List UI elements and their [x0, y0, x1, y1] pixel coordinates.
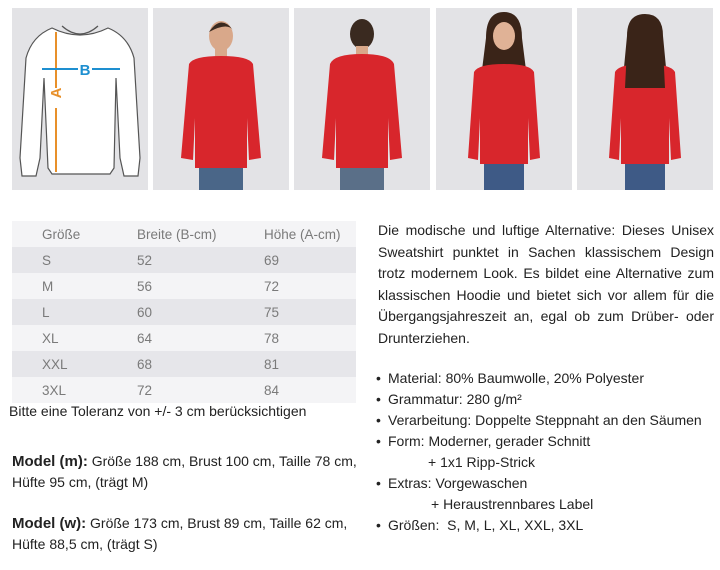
model-female-info: Model (w): Größe 173 cm, Brust 89 cm, Ta… — [12, 513, 362, 555]
cell-size: XL — [42, 330, 59, 346]
feature-item: • Extras: Vorgewaschen — [376, 475, 528, 491]
model-male-label: Model (m): — [12, 453, 88, 470]
feature-text: Größen: S, M, L, XL, XXL, 3XL — [388, 517, 584, 533]
table-row: S 52 69 — [12, 247, 356, 273]
header-height: Höhe (A-cm) — [264, 226, 341, 242]
table-row: XL 64 78 — [12, 325, 356, 351]
feature-text: Extras: Vorgewaschen — [388, 475, 528, 491]
header-width: Breite (B-cm) — [137, 226, 217, 242]
cell-width: 52 — [137, 252, 153, 268]
feature-text: + Heraustrennbares Label — [431, 496, 594, 512]
cell-height: 69 — [264, 252, 280, 268]
cell-height: 75 — [264, 304, 280, 320]
feature-item: • Größen: S, M, L, XL, XXL, 3XL — [376, 517, 584, 533]
feature-item: • Form: Moderner, gerader Schnitt — [376, 433, 591, 449]
feature-item-continuation: + 1x1 Ripp-Strick — [376, 452, 716, 473]
feature-text: Verarbeitung: Doppelte Steppnaht an den … — [388, 412, 702, 428]
description-text: Die modische und luftige Alternative: Di… — [378, 222, 714, 346]
feature-text: Material: 80% Baumwolle, 20% Polyester — [388, 370, 645, 386]
cell-width: 64 — [137, 330, 153, 346]
tolerance-note: Bitte eine Toleranz von +/- 3 cm berücks… — [9, 403, 307, 419]
model-female-line1: Größe 173 cm, Brust 89 cm, Taille 62 cm, — [90, 515, 348, 531]
feature-text: Grammatur: 280 g/m² — [388, 391, 522, 407]
cell-height: 78 — [264, 330, 280, 346]
table-row: L 60 75 — [12, 299, 356, 325]
photo-male-front — [153, 8, 289, 190]
model-male-info: Model (m): Größe 188 cm, Brust 100 cm, T… — [12, 451, 362, 493]
cell-size: S — [42, 252, 52, 268]
table-header: Größe Breite (B-cm) Höhe (A-cm) — [12, 221, 356, 247]
size-table: Größe Breite (B-cm) Höhe (A-cm) S 52 69 M 5… — [12, 221, 356, 403]
cell-size: L — [42, 304, 50, 320]
cell-size: XXL — [42, 356, 68, 372]
cell-width: 60 — [137, 304, 153, 320]
cell-size: M — [42, 278, 54, 294]
table-row: 3XL 72 84 — [12, 377, 356, 403]
table-row: XXL 68 81 — [12, 351, 356, 377]
feature-item: • Grammatur: 280 g/m² — [376, 391, 522, 407]
cell-width: 72 — [137, 382, 153, 398]
cell-height: 72 — [264, 278, 280, 294]
photo-female-back — [577, 8, 713, 190]
cell-size: 3XL — [42, 382, 67, 398]
cell-width: 68 — [137, 356, 153, 372]
cell-width: 56 — [137, 278, 153, 294]
size-diagram: B A — [12, 8, 148, 190]
model-female-label: Model (w): — [12, 515, 87, 532]
label-a: A — [48, 87, 65, 98]
feature-item-continuation: + Heraustrennbares Label — [376, 494, 716, 515]
product-description: Die modische und luftige Alternative: Di… — [378, 220, 714, 350]
feature-text: + 1x1 Ripp-Strick — [428, 454, 535, 470]
photo-male-back — [294, 8, 430, 190]
header-size: Größe — [42, 226, 81, 242]
model-male-line1: Größe 188 cm, Brust 100 cm, Taille 78 cm… — [91, 453, 357, 469]
feature-list: • Material: 80% Baumwolle, 20% Polyester … — [376, 368, 716, 536]
model-male-line2: Hüfte 95 cm, (trägt M) — [12, 474, 149, 490]
cell-height: 84 — [264, 382, 280, 398]
model-female-line2: Hüfte 88,5 cm, (trägt S) — [12, 536, 158, 552]
label-b: B — [80, 62, 91, 79]
feature-item: • Verarbeitung: Doppelte Steppnaht an den… — [376, 412, 702, 428]
cell-height: 81 — [264, 356, 280, 372]
photo-female-front — [436, 8, 572, 190]
table-row: M 56 72 — [12, 273, 356, 299]
feature-text: Form: Moderner, gerader Schnitt — [388, 433, 591, 449]
feature-item: • Material: 80% Baumwolle, 20% Polyester — [376, 370, 645, 386]
